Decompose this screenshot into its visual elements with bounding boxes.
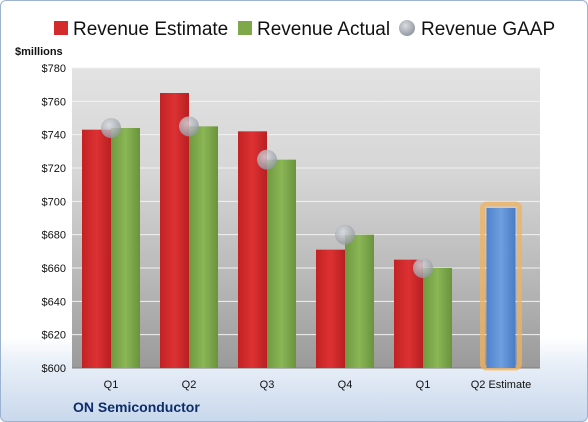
y-tick-label: $720 [42,163,66,175]
bar-revenue-estimate [238,131,267,368]
x-tick-label: Q3 [260,379,275,391]
bar-revenue-estimate [82,129,111,368]
gaap-marker [179,116,199,137]
legend-swatch-estimate [54,21,68,35]
legend-item-revenue-estimate: Revenue Estimate [54,19,228,40]
bar-revenue-actual [345,234,374,368]
x-tick-label: Q2 [182,379,197,391]
bar-revenue-estimate [160,93,189,368]
y-tick-label: $620 [42,330,66,342]
bar-revenue-actual [189,126,218,368]
x-tick-label: Q2 Estimate [471,379,532,391]
legend-swatch-gaap [399,20,415,36]
y-tick-label: $780 [42,63,66,75]
bar-revenue-actual [111,128,140,368]
y-axis-label: $millions [15,46,63,58]
y-tick-label: $700 [42,196,66,208]
legend-item-revenue-gaap: Revenue GAAP [399,19,555,40]
y-tick-label: $760 [42,96,66,108]
gaap-marker [257,149,277,170]
gridlines [72,67,540,369]
plot-area [72,68,540,368]
y-axis-ticks: $600 $620 $640 $660 $680 $700 $720 $740 $760 $780 [42,63,66,375]
x-axis-ticks: Q1 Q2 Q3 Q4 Q1 Q2 Estimate [104,379,532,391]
gaap-marker [413,258,433,278]
x-tick-label: Q1 [104,379,119,391]
x-tick-label: Q4 [338,379,353,391]
legend-swatch-actual [238,21,252,35]
gaap-marker [101,118,121,138]
y-tick-label: $600 [42,363,66,375]
legend-item-revenue-actual: Revenue Actual [238,19,390,40]
bar-revenue-estimate [316,249,345,368]
bar-revenue-actual [423,268,452,368]
y-tick-label: $640 [42,296,66,308]
company-name: ON Semiconductor [73,399,200,415]
y-tick-label: $660 [42,263,66,275]
bars [82,93,522,371]
legend-label-actual: Revenue Actual [257,19,390,40]
bar-revenue-estimate [394,259,423,368]
x-tick-label: Q1 [416,379,431,391]
y-tick-label: $680 [42,230,66,242]
legend-label-gaap: Revenue GAAP [421,19,555,40]
gaap-markers [101,116,433,278]
y-tick-label: $740 [42,130,66,142]
legend-label-estimate: Revenue Estimate [73,19,228,40]
bar-actual-estimate [486,208,516,368]
bar-revenue-actual [267,159,296,368]
legend: Revenue Estimate Revenue Actual Revenue … [54,19,555,40]
gaap-marker [335,224,355,245]
